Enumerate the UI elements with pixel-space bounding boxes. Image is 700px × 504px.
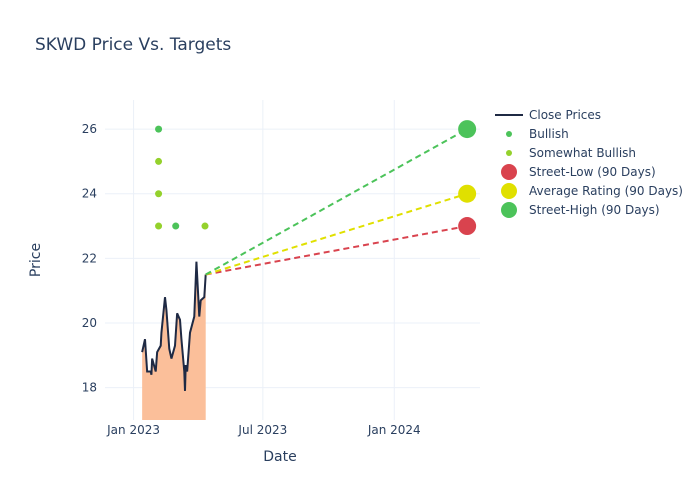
- legend-close-prices: Close Prices: [529, 108, 601, 122]
- rating-point-somewhat-bullish: [155, 190, 163, 198]
- legend-label: Bullish: [529, 127, 569, 141]
- legend-swatch: [501, 183, 517, 199]
- target-point: [458, 184, 477, 203]
- target-line: [205, 192, 468, 276]
- legend-label: Street-High (90 Days): [529, 203, 660, 217]
- x-tick-label: Jan 2023: [106, 423, 160, 437]
- x-axis-label: Date: [263, 449, 296, 465]
- rating-point-bullish: [172, 222, 180, 230]
- legend-label: Somewhat Bullish: [529, 146, 636, 160]
- target-line: [205, 128, 468, 276]
- legend-swatch: [501, 202, 517, 218]
- rating-point-somewhat-bullish: [155, 157, 163, 165]
- legend-label: Average Rating (90 Days): [529, 184, 683, 198]
- y-tick-label: 26: [82, 122, 97, 136]
- x-tick-label: Jul 2023: [237, 423, 287, 437]
- rating-point-bullish: [155, 125, 163, 133]
- y-tick-label: 20: [82, 316, 97, 330]
- target-point: [458, 120, 477, 139]
- y-tick-label: 24: [82, 187, 97, 201]
- legend-swatch: [506, 131, 512, 137]
- target-point: [458, 217, 477, 236]
- y-tick-label: 22: [82, 251, 97, 265]
- legend: Close Prices Bullish Somewhat Bullish Stree…: [495, 108, 683, 218]
- y-axis-label: Price: [28, 243, 44, 277]
- target-line: [205, 225, 468, 276]
- x-tick-label: Jan 2024: [367, 423, 421, 437]
- legend-label: Street-Low (90 Days): [529, 165, 656, 179]
- chart-title: SKWD Price Vs. Targets: [35, 35, 231, 55]
- close-price-area: [142, 261, 206, 420]
- rating-point-somewhat-bullish: [201, 222, 209, 230]
- close-price-line: [141, 261, 207, 391]
- legend-swatch: [501, 164, 517, 180]
- y-tick-label: 18: [82, 381, 97, 395]
- rating-point-somewhat-bullish: [155, 222, 163, 230]
- legend-swatch: [506, 150, 512, 156]
